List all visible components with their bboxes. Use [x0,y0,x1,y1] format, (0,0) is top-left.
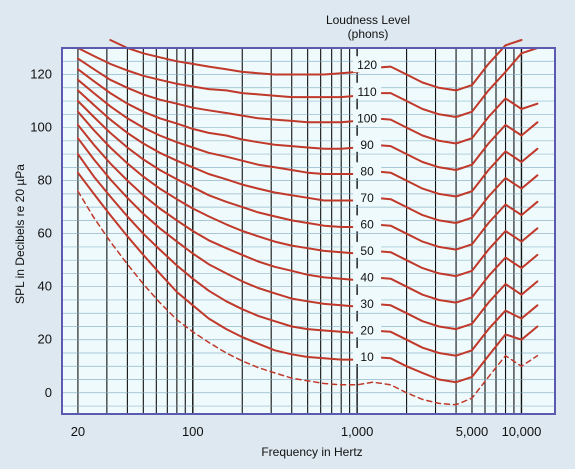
y-axis-label: SPL in Decibels re 20 µPa [13,164,27,304]
x-tick-labels: 20 100 1,000 5,000 10,000 [71,424,542,439]
curve-label: 50 [360,244,374,258]
y-tick-label: 120 [30,67,52,82]
curve-label-bg [353,188,382,205]
curve-40-phon [76,123,539,304]
threshold-curve [77,190,539,406]
curve-label: 60 [360,217,374,231]
curve-60-phon [76,100,539,251]
x-tick-label: 5,000 [456,424,489,439]
curve-label: 30 [360,297,374,311]
y-tick-label: 40 [38,279,52,294]
curve-label-bg [353,321,382,338]
y-tick-label: 80 [38,173,52,188]
curve-label: 100 [357,111,377,125]
curve-label-bg [353,215,382,232]
y-tick-label: 60 [38,226,52,241]
curve-label-bg [353,109,382,126]
curves [76,39,539,406]
y-tick-label: 0 [45,385,52,400]
curve-label-bg [353,162,382,179]
curve-label: 20 [360,323,374,337]
curve-label-bg [353,268,382,285]
curve-10-phon [76,171,539,384]
curve-30-phon [76,137,539,331]
y-tick-labels: 0 20 40 60 80 100 120 [30,67,52,400]
x-tick-label: 20 [71,424,85,439]
curve-20-phon [76,153,539,357]
curve-label-bg [353,82,382,99]
x-tick-label: 1,000 [341,424,374,439]
curve-70-phon [76,89,539,224]
curve-label: 10 [360,350,374,364]
curve-90-phon [76,68,539,171]
curve-label: 120 [357,58,377,72]
curve-label-bg [353,294,382,311]
curve-80-phon [76,78,539,198]
curve-50-phon [76,110,539,278]
y-tick-label: 20 [38,332,52,347]
curve-label: 90 [360,138,374,152]
curve-label: 40 [360,270,374,284]
x-tick-label: 10,000 [502,424,542,439]
curve-label: 70 [360,191,374,205]
y-gridlines [62,60,555,407]
curve-120-phon [109,39,523,92]
curve-label-bg [353,347,382,364]
curve-label-bg [353,56,382,73]
x-tick-label: 100 [182,424,204,439]
chart-subtitle: (phons) [348,27,389,41]
curve-110-phon [76,47,539,118]
plot-frame [61,47,556,415]
curve-100-phon [76,57,539,145]
chart-title: Loudness Level [326,13,410,27]
curve-label: 80 [360,164,374,178]
y-tick-label: 100 [30,120,52,135]
curve-label-bg [353,241,382,258]
curve-label: 110 [358,85,377,99]
curve-label-bg [353,135,382,152]
curve-labels: 10 20 30 40 50 60 70 80 90 100 110 120 [353,56,382,364]
x-axis-label: Frequency in Hertz [261,445,362,459]
